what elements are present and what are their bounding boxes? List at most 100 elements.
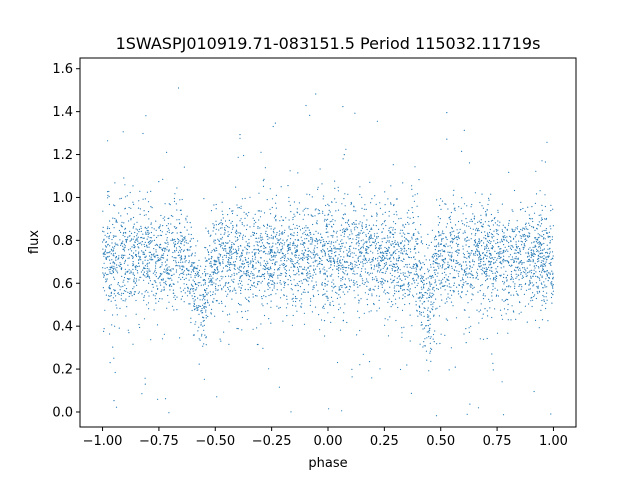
data-point (235, 258, 238, 260)
data-point (547, 256, 550, 258)
data-point (252, 277, 254, 279)
data-point (407, 239, 409, 241)
data-point (237, 283, 239, 285)
data-point (180, 256, 182, 258)
data-point (342, 319, 344, 321)
data-point (493, 235, 495, 237)
data-point (365, 248, 367, 250)
data-point (471, 293, 473, 295)
data-point (222, 286, 225, 288)
data-point (291, 289, 293, 291)
data-point (358, 223, 360, 225)
data-point (123, 222, 125, 224)
data-point (183, 166, 185, 168)
data-point (329, 211, 331, 213)
data-point (446, 298, 448, 300)
data-point (485, 237, 487, 239)
data-point (188, 255, 190, 257)
data-point (129, 272, 131, 274)
data-point (108, 190, 110, 193)
data-point (300, 298, 302, 300)
data-point (469, 285, 471, 287)
data-point (150, 237, 153, 239)
data-point (343, 235, 345, 238)
data-point (314, 245, 316, 247)
data-point (415, 268, 418, 270)
data-point (274, 215, 277, 218)
data-point (103, 328, 105, 330)
data-point (234, 265, 236, 267)
data-point (269, 208, 271, 210)
data-point (236, 230, 238, 232)
data-point (187, 288, 189, 290)
data-point (123, 177, 125, 179)
data-point (480, 303, 482, 305)
data-point (233, 287, 235, 289)
data-point (403, 236, 406, 238)
data-point (408, 248, 410, 250)
data-point (530, 256, 532, 259)
data-point (319, 261, 321, 263)
data-point (421, 266, 423, 268)
data-point (341, 239, 343, 241)
data-point (185, 242, 188, 244)
data-point (270, 213, 272, 215)
data-point (466, 267, 468, 269)
data-point (426, 359, 428, 361)
data-point (110, 292, 112, 294)
data-point (552, 208, 554, 210)
data-point (115, 259, 117, 261)
data-point (370, 202, 372, 204)
data-point (301, 272, 303, 274)
data-point (510, 265, 512, 267)
data-point (161, 262, 163, 264)
data-point (422, 262, 424, 264)
data-point (204, 246, 206, 249)
data-point (432, 287, 434, 289)
data-point (453, 282, 455, 284)
data-point (138, 251, 140, 253)
data-point (221, 227, 223, 229)
data-point (166, 237, 168, 239)
data-point (132, 268, 134, 270)
data-point (245, 241, 247, 243)
data-point (202, 279, 204, 282)
data-point (262, 305, 264, 307)
data-point (522, 275, 524, 277)
data-point (461, 287, 463, 289)
data-point (408, 272, 410, 274)
data-point (405, 275, 407, 277)
data-point (314, 215, 316, 217)
data-point (336, 259, 339, 261)
data-point (545, 217, 548, 220)
data-point (450, 260, 452, 262)
data-point (289, 249, 291, 251)
data-point (498, 225, 500, 227)
data-point (545, 307, 547, 310)
data-point (308, 277, 310, 279)
data-point (258, 237, 260, 239)
data-point (181, 238, 183, 240)
data-point (515, 261, 518, 263)
data-point (255, 252, 257, 254)
data-point (449, 218, 451, 220)
data-point (503, 300, 505, 302)
data-point (227, 269, 229, 271)
data-point (308, 284, 310, 286)
data-point (535, 241, 538, 243)
data-point (496, 294, 498, 296)
data-point (469, 220, 471, 222)
data-point (171, 238, 174, 240)
data-point (246, 251, 248, 253)
data-point (371, 293, 373, 295)
data-point (240, 289, 242, 292)
data-point (168, 412, 170, 414)
data-point (393, 213, 395, 215)
data-point (404, 275, 406, 277)
data-point (118, 327, 120, 329)
data-point (440, 234, 442, 236)
data-point (411, 283, 413, 285)
data-point (359, 232, 361, 234)
data-point (455, 250, 458, 252)
data-point (307, 261, 309, 264)
